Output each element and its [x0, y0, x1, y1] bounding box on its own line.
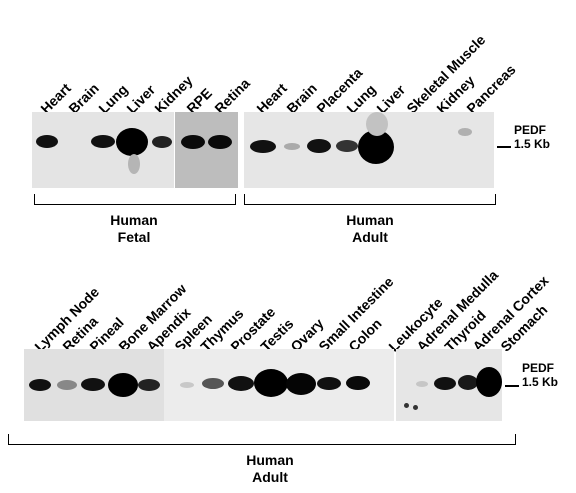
- marker-name: PEDF: [522, 361, 555, 375]
- lane-label: Heart: [37, 79, 74, 117]
- adult-blot-top: [244, 112, 494, 188]
- fetal-blot-left: [32, 112, 174, 188]
- bracket-fetal: [34, 194, 236, 205]
- group-label-adult-top: Human Adult: [320, 212, 420, 246]
- group-line: Human: [110, 212, 158, 228]
- band: [208, 135, 232, 149]
- lane-label: Liver: [123, 81, 159, 117]
- band: [317, 377, 341, 390]
- marker-size: 1.5 Kb: [514, 136, 551, 151]
- band: [346, 376, 370, 390]
- adult-blot-bottom-1: [24, 349, 164, 421]
- band: [254, 369, 288, 397]
- lane-label: Brain: [283, 79, 320, 117]
- pedf-marker-top: PEDF 1.5 Kb: [514, 123, 551, 152]
- lane-label: Liver: [373, 81, 409, 117]
- marker-arrow-top: [497, 146, 511, 148]
- bracket-adult-top: [244, 194, 496, 205]
- group-line: Fetal: [117, 228, 151, 245]
- band: [128, 154, 140, 174]
- band: [29, 379, 51, 391]
- band: [458, 128, 472, 136]
- band: [202, 378, 224, 389]
- group-label-adult-bottom: Human Adult: [220, 452, 320, 486]
- marker-size: 1.5 Kb: [522, 374, 559, 389]
- band: [91, 135, 115, 148]
- band: [286, 373, 316, 395]
- band: [404, 403, 409, 408]
- group-line: Human: [246, 452, 294, 468]
- lane-label: Lung: [95, 81, 131, 117]
- fetal-blot-right: [175, 112, 238, 188]
- band: [284, 143, 300, 150]
- band: [416, 381, 428, 387]
- band: [228, 376, 254, 391]
- band: [138, 379, 160, 391]
- marker-name: PEDF: [514, 123, 547, 137]
- band: [181, 135, 205, 149]
- group-line: Adult: [352, 228, 388, 245]
- band: [413, 405, 418, 410]
- bracket-adult-bottom: [8, 434, 516, 445]
- adult-blot-bottom-2: [164, 349, 394, 421]
- band: [366, 112, 388, 136]
- group-label-fetal: Human Fetal: [84, 212, 184, 246]
- band: [57, 380, 77, 390]
- band: [336, 140, 358, 152]
- lane-label: Heart: [253, 79, 290, 117]
- band: [108, 373, 138, 397]
- band: [36, 135, 58, 148]
- pedf-marker-bottom: PEDF 1.5 Kb: [522, 361, 559, 390]
- band: [458, 375, 478, 390]
- band: [476, 367, 502, 397]
- band: [180, 382, 194, 388]
- adult-blot-bottom-3: [396, 349, 502, 421]
- group-line: Human: [346, 212, 394, 228]
- group-line: Adult: [252, 468, 288, 485]
- band: [81, 378, 105, 391]
- band: [250, 140, 276, 153]
- band: [434, 377, 456, 390]
- lane-label: Retina: [211, 75, 253, 117]
- marker-arrow-bottom: [505, 385, 519, 387]
- band: [116, 128, 148, 156]
- band: [307, 139, 331, 153]
- lane-label: Brain: [65, 79, 102, 117]
- band: [152, 136, 172, 148]
